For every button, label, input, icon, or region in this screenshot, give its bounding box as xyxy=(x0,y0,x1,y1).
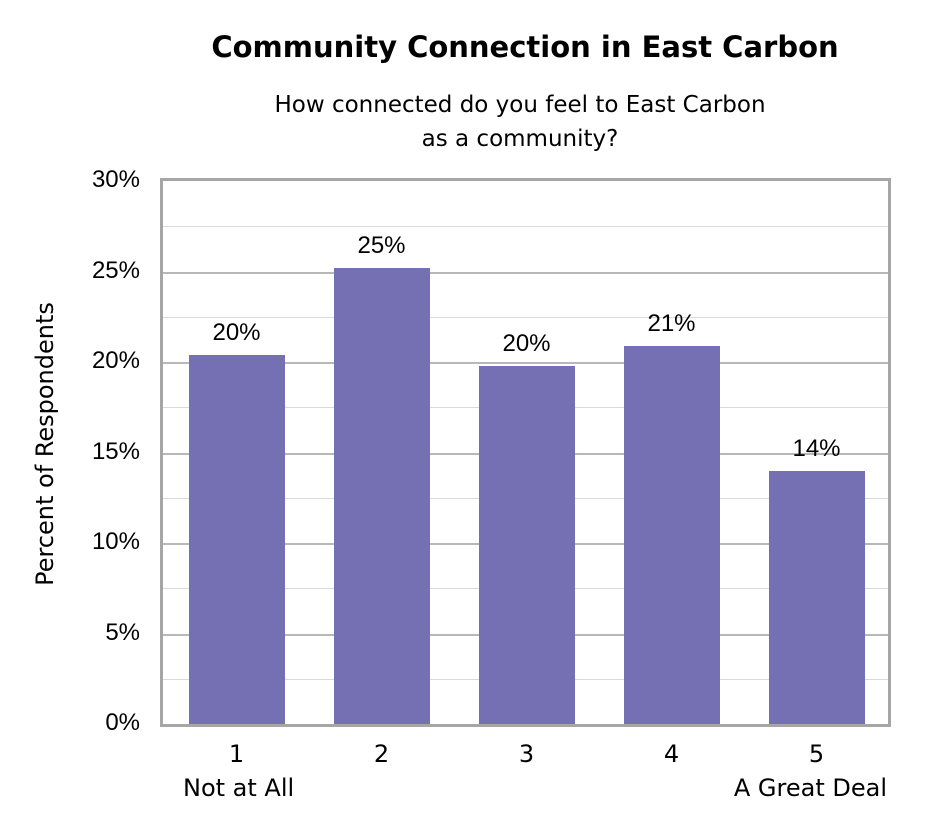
y-tick-label: 25% xyxy=(91,256,140,284)
y-tick-label: 10% xyxy=(91,528,140,555)
gridline-major xyxy=(163,271,888,274)
chart-subtitle: How connected do you feel to East Carbon… xyxy=(260,88,780,156)
x-tick-label: 4 xyxy=(663,740,680,768)
chart-title: Community Connection in East Carbon xyxy=(211,30,839,64)
bar-data-label: 25% xyxy=(357,231,406,259)
y-tick-label: 15% xyxy=(91,437,140,465)
y-tick-label: 20% xyxy=(91,347,140,374)
x-tick-label: 5 xyxy=(808,740,825,768)
bar-data-label: 21% xyxy=(647,309,696,337)
x-tick-sublabel: Not at All xyxy=(183,774,295,802)
subtitle-line-2: as a community? xyxy=(421,126,619,152)
bar-5 xyxy=(768,470,865,724)
bar-2 xyxy=(333,267,430,724)
gridline-minor xyxy=(163,316,888,318)
y-axis-label: Percent of Respondents xyxy=(31,302,59,586)
x-tick-label: 2 xyxy=(373,740,390,768)
bar-4 xyxy=(623,345,720,724)
bar-data-label: 20% xyxy=(212,318,261,346)
subtitle-line-1: How connected do you feel to East Carbon xyxy=(274,92,766,118)
bar-1 xyxy=(188,354,285,724)
bar-data-label: 14% xyxy=(792,434,841,462)
y-tick-label: 30% xyxy=(91,166,140,193)
x-tick-label: 3 xyxy=(518,740,535,768)
plot-area: 20% 25% 20% 21% 14% xyxy=(160,178,891,727)
y-tick-label: 5% xyxy=(105,618,140,646)
gridline-major xyxy=(163,362,888,364)
gridline-minor xyxy=(163,226,888,228)
bar-3 xyxy=(478,365,575,724)
y-tick-label: 0% xyxy=(105,709,140,736)
x-tick-sublabel: A Great Deal xyxy=(733,774,887,802)
x-tick-label: 1 xyxy=(228,740,245,768)
bar-data-label: 20% xyxy=(502,329,551,357)
